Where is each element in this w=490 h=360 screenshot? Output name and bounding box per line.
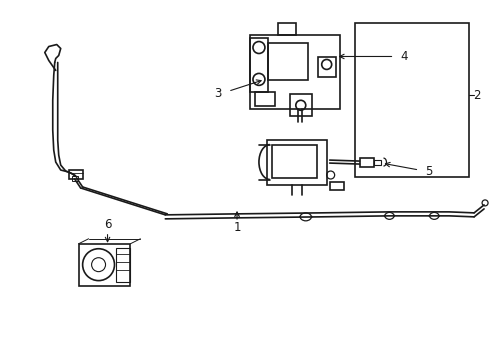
Text: 2: 2 <box>473 89 481 102</box>
Bar <box>318 58 336 77</box>
Bar <box>255 92 275 106</box>
Bar <box>78 244 130 285</box>
Bar <box>360 158 373 167</box>
Bar <box>278 23 296 35</box>
Text: 4: 4 <box>401 50 408 63</box>
Bar <box>355 23 469 177</box>
Bar <box>330 182 343 190</box>
Bar <box>268 42 308 80</box>
Bar <box>69 170 83 179</box>
Bar <box>250 37 268 92</box>
Bar <box>272 145 317 178</box>
Text: 5: 5 <box>426 165 433 177</box>
Bar <box>267 140 327 185</box>
Bar <box>72 176 77 181</box>
Text: 1: 1 <box>233 221 241 234</box>
Text: 6: 6 <box>104 218 111 231</box>
Bar <box>250 35 340 109</box>
Bar <box>117 248 130 282</box>
Bar <box>373 160 382 165</box>
Bar <box>290 94 312 116</box>
Text: 3: 3 <box>215 87 222 100</box>
